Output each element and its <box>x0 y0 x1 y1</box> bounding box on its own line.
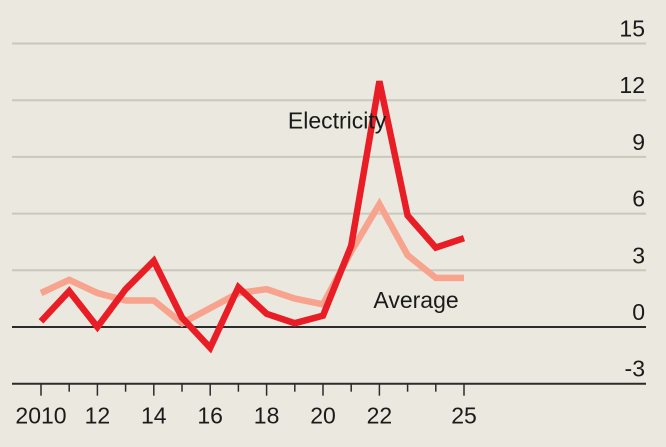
x-tick-label: 2010 <box>15 403 66 429</box>
x-tick-label: 12 <box>85 403 111 429</box>
y-axis-labels: 15 12 9 6 3 0 -3 <box>619 16 645 382</box>
series-label-electricity: Electricity <box>288 108 387 134</box>
x-axis: 2010 12 14 16 18 20 22 25 <box>12 382 646 429</box>
x-tick-label: 16 <box>197 403 223 429</box>
y-tick-label: 6 <box>632 186 645 212</box>
series-labels: Average Electricity <box>288 108 459 314</box>
y-tick-label: 12 <box>619 72 645 98</box>
series-lines <box>38 80 466 354</box>
x-tick-label: 22 <box>367 403 393 429</box>
y-tick-label: 3 <box>632 242 645 268</box>
x-tick-label: 25 <box>451 403 477 429</box>
y-tick-label: 0 <box>632 299 645 325</box>
y-tick-label: -3 <box>625 356 645 382</box>
series-line-electricity <box>38 80 466 354</box>
gridlines <box>12 42 646 328</box>
x-tick-label: 18 <box>254 403 280 429</box>
x-tick-label: 20 <box>310 403 336 429</box>
x-tick-label: 14 <box>141 403 167 429</box>
y-tick-label: 15 <box>619 16 645 42</box>
series-line-average <box>39 197 464 328</box>
y-tick-label: 9 <box>632 129 645 155</box>
series-label-average: Average <box>373 287 458 313</box>
